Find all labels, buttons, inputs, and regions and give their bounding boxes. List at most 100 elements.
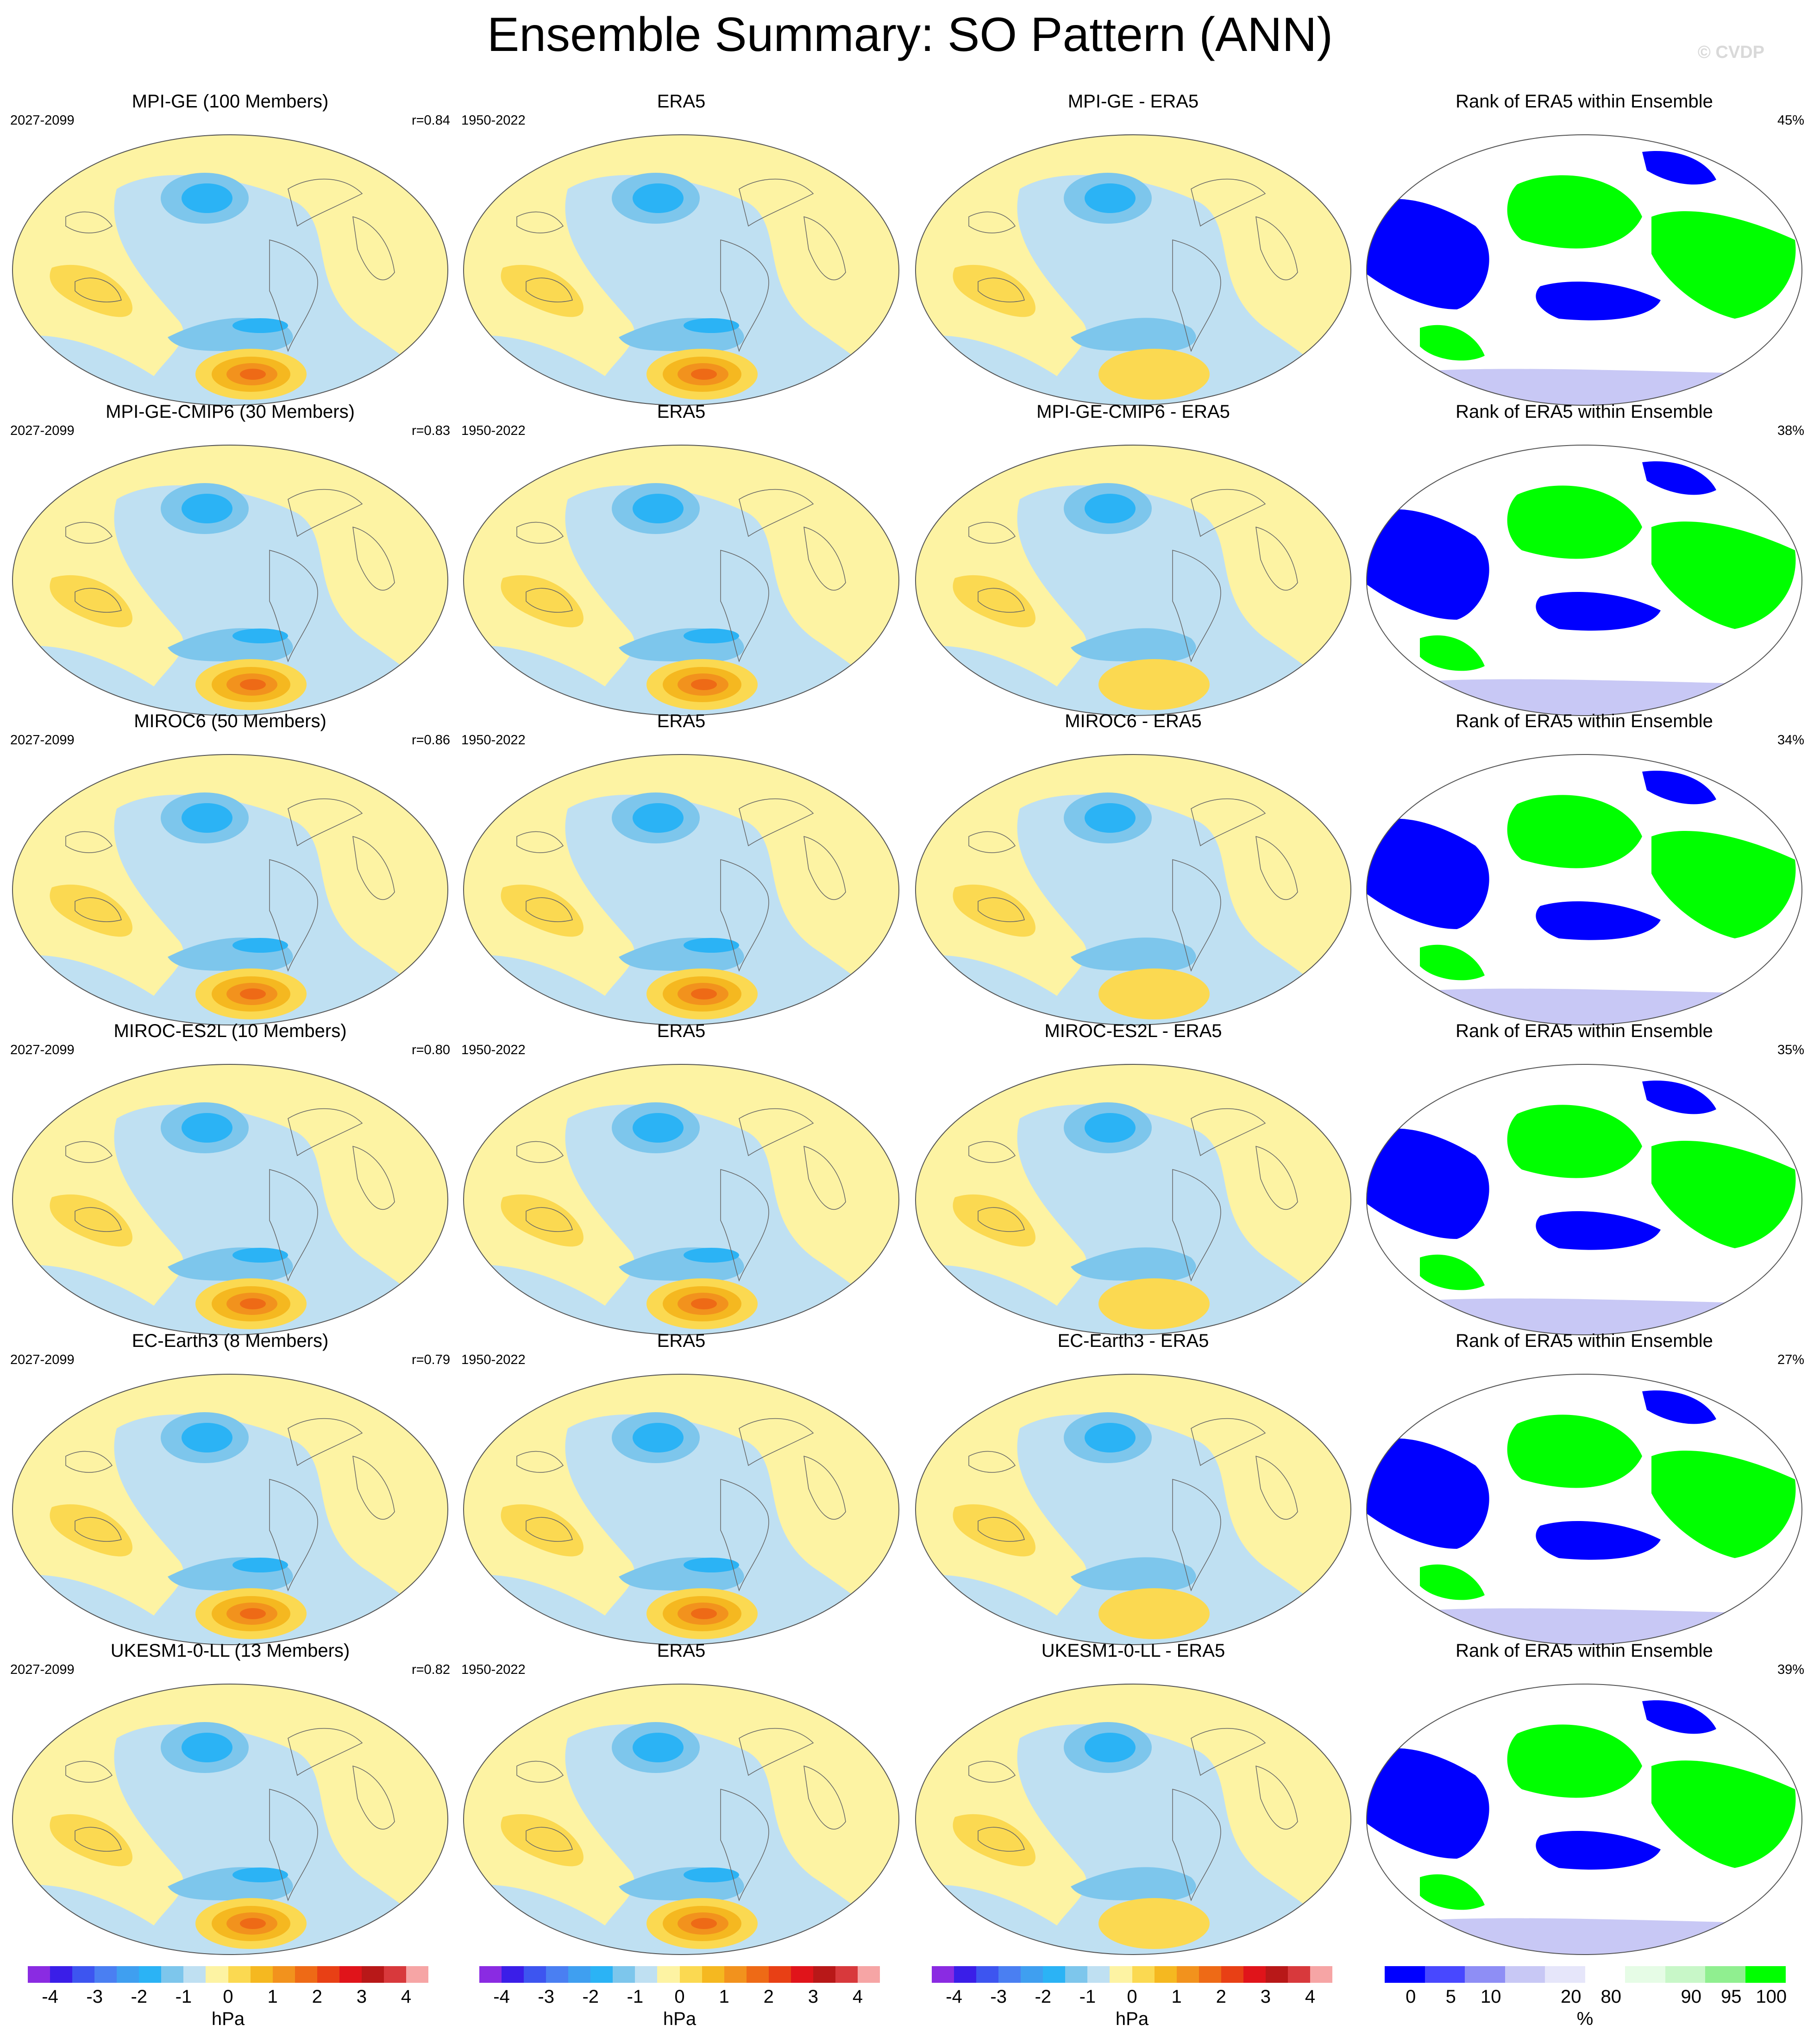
correlation-label: r=0.79 [411, 1352, 450, 1367]
rank-low-region [1642, 1390, 1716, 1424]
coastline [75, 588, 122, 613]
colorbar-swatch [161, 1966, 184, 1983]
slp-map [463, 134, 899, 406]
figure-title: Ensemble Summary: SO Pattern (ANN) [487, 8, 1333, 62]
model-panel-row2: MPI-GE-CMIP6 (30 Members) 2027-2099 r=0.83 [10, 401, 450, 721]
coastline [978, 1517, 1025, 1542]
north-pacific-low-core [633, 183, 684, 213]
coastline [516, 831, 564, 853]
rank-high-region [1420, 1564, 1485, 1600]
diff-panel-row6: UKESM1-0-LL - ERA5 [913, 1640, 1353, 1960]
colorbar-tick-label: -2 [582, 1987, 599, 2007]
map-border [463, 1684, 899, 1955]
coastline [978, 1827, 1025, 1852]
colorbar-tick-label: 0 [223, 1987, 233, 2007]
colorbar-tick-label: 1 [719, 1987, 729, 2007]
coastline [269, 1479, 318, 1592]
rank-map [1366, 754, 1802, 1025]
slp-map [915, 1064, 1351, 1335]
colorbar-swatch [1425, 1966, 1465, 1983]
coastline [516, 1141, 564, 1163]
period-label: 2027-2099 [10, 1043, 75, 1057]
north-pacific-low-core [1085, 183, 1136, 213]
coastline [1191, 489, 1266, 537]
colorbar-swatch [998, 1966, 1021, 1983]
panel-title: EC-Earth3 - ERA5 [1057, 1331, 1209, 1351]
southern-high [1098, 968, 1210, 1019]
rank-percent-label: 38% [1777, 423, 1804, 438]
coastline [352, 527, 395, 591]
coastline [1255, 1146, 1298, 1210]
period-label: 1950-2022 [461, 1662, 526, 1677]
australia-positive-region [50, 884, 132, 937]
coastline [1255, 1456, 1298, 1520]
australia-positive-region [953, 1194, 1036, 1247]
southern-high-core [240, 679, 266, 690]
coastline [288, 1728, 363, 1776]
coastline [269, 859, 318, 972]
southern-high-core [691, 369, 717, 380]
colorbar-swatch [183, 1966, 206, 1983]
southern-high-core [240, 369, 266, 380]
coastline [968, 1451, 1016, 1473]
south-pacific-low-core [684, 1867, 739, 1882]
south-pacific-low-core [232, 1558, 288, 1572]
australia-positive-region [953, 1504, 1036, 1557]
rank-high-region [1651, 831, 1796, 938]
model-panel-row6: UKESM1-0-LL (13 Members) 2027-2099 r=0.82 [10, 1640, 450, 1960]
coastline [720, 239, 769, 352]
map-border [463, 754, 899, 1025]
south-pacific-low-core [684, 629, 739, 643]
southern-high [1098, 1278, 1210, 1329]
coastline [352, 1456, 395, 1520]
map-border [1366, 754, 1802, 1025]
panel-title: ERA5 [657, 1331, 706, 1351]
colorbar-hpa-col3: -4 -3 -2 -1 0 1 2 3 4 hPa [932, 1966, 1333, 2036]
north-pacific-low-core [182, 1733, 232, 1762]
colorbar-tick-label: -2 [1035, 1987, 1052, 2007]
rank-percent-label: 45% [1777, 113, 1804, 128]
coastline [1172, 1169, 1221, 1282]
australia-positive-region [501, 1194, 584, 1247]
map-border [915, 134, 1351, 406]
coastline [65, 1141, 113, 1163]
colorbar-swatch [813, 1966, 836, 1983]
coastline [516, 1451, 564, 1473]
south-pacific-low-core [684, 1248, 739, 1263]
south-pacific-low [1071, 318, 1196, 352]
colorbar-tick-label: 80 [1600, 1987, 1621, 2007]
colorbar-swatch [272, 1966, 295, 1983]
rank-low-region [1367, 818, 1489, 929]
north-pacific-low-core [1085, 1733, 1136, 1762]
correlation-label: r=0.82 [411, 1662, 450, 1677]
coastline [516, 211, 564, 233]
colorbar-swatch [1154, 1966, 1177, 1983]
panel-title: ERA5 [657, 1641, 706, 1661]
colorbar-swatch [546, 1966, 569, 1983]
australia-positive-region [953, 264, 1036, 317]
australia-positive-region [501, 575, 584, 628]
rank-high-region [1651, 1451, 1796, 1558]
colorbar-swatch [1745, 1966, 1786, 1983]
rank-high-region [1507, 1415, 1642, 1488]
slp-map [12, 1374, 448, 1645]
coastline [720, 859, 769, 972]
coastline [968, 1141, 1016, 1163]
coastline [288, 489, 363, 537]
colorbar-swatch [1385, 1966, 1425, 1983]
south-pacific-low-core [232, 318, 288, 333]
model-panel-row1: MPI-GE (100 Members) 2027-2099 r=0.84 [10, 91, 450, 410]
southern-high [1098, 349, 1210, 400]
colorbar-tick-label: 0 [1406, 1987, 1416, 2007]
slp-map [915, 754, 1351, 1025]
colorbar-tick-label: 2 [312, 1987, 322, 2007]
model-panel-row3: MIROC6 (50 Members) 2027-2099 r=0.86 [10, 710, 450, 1030]
rank-high-region [1507, 175, 1642, 249]
map-border [12, 1064, 448, 1335]
obs-panel-row4: ERA5 1950-2022 [461, 1020, 901, 1340]
colorbar-tick-label: 4 [1305, 1987, 1316, 2007]
map-border [1366, 445, 1802, 716]
colorbar-swatch [1221, 1966, 1244, 1983]
coastline [968, 1760, 1016, 1783]
slp-map [463, 1064, 899, 1335]
